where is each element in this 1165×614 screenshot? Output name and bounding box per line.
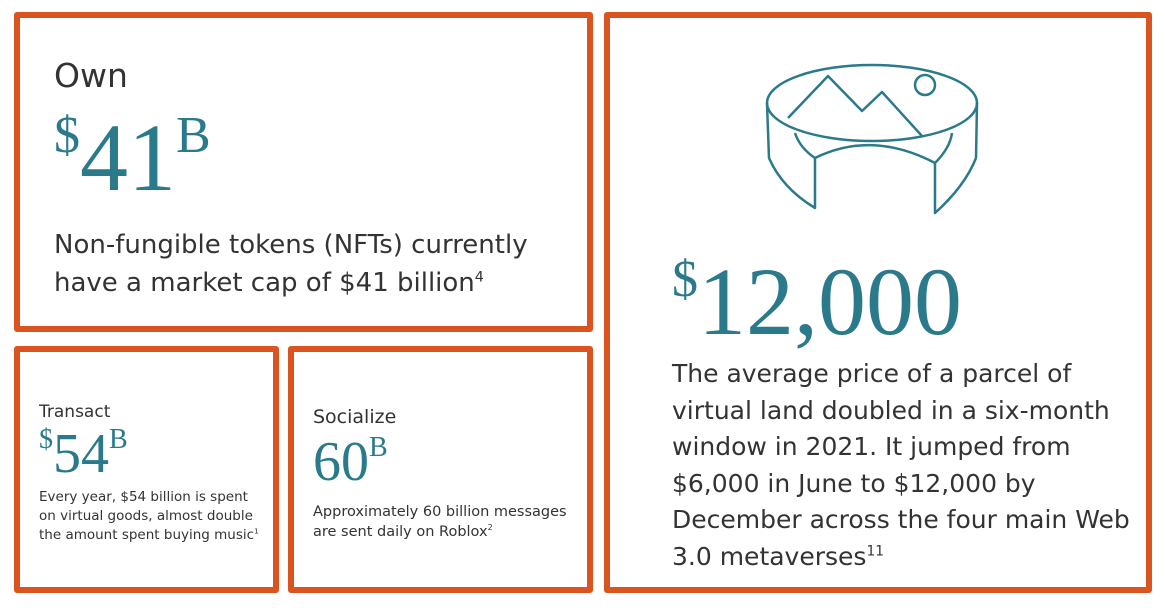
land-panel: $12,000 The average price of a parcel of… (604, 12, 1152, 593)
big-figure: $12,000 (672, 254, 962, 350)
prefix: $ (54, 107, 80, 164)
description: Non-fungible tokens (NFTs) currently hav… (54, 226, 574, 302)
footnote: 11 (866, 543, 884, 560)
number: 41 (80, 104, 176, 211)
footnote: 2 (487, 523, 493, 533)
prefix: $ (39, 424, 53, 455)
description-text: Every year, $54 billion is spent on virt… (39, 489, 255, 543)
number: 54 (53, 423, 109, 485)
socialize-panel: Socialize 60B Approximately 60 billion m… (288, 346, 593, 593)
big-figure: 60B (313, 431, 388, 493)
number: 12,000 (698, 248, 962, 355)
footnote: 4 (474, 269, 484, 286)
panel-label: Socialize (313, 406, 397, 428)
panel-label: Own (54, 56, 128, 95)
description-text: Approximately 60 billion messages are se… (313, 504, 567, 540)
description: Every year, $54 billion is spent on virt… (39, 488, 269, 545)
description-text: Non-fungible tokens (NFTs) currently hav… (54, 230, 528, 298)
panel-label: Transact (39, 402, 111, 422)
suffix: B (176, 107, 211, 164)
suffix: B (369, 432, 388, 463)
description: Approximately 60 billion messages are se… (313, 502, 588, 542)
description: The average price of a parcel of virtual… (672, 356, 1142, 575)
footnote: 1 (254, 526, 259, 536)
description-text: The average price of a parcel of virtual… (672, 359, 1130, 571)
big-figure: $41B (54, 110, 211, 206)
number: 60 (313, 431, 369, 493)
suffix: B (109, 424, 128, 455)
own-panel: Own $41B Non-fungible tokens (NFTs) curr… (14, 12, 593, 332)
transact-panel: Transact $54B Every year, $54 billion is… (14, 346, 279, 593)
big-figure: $54B (39, 423, 128, 485)
prefix: $ (672, 251, 698, 308)
metaverse-icon (765, 63, 979, 215)
